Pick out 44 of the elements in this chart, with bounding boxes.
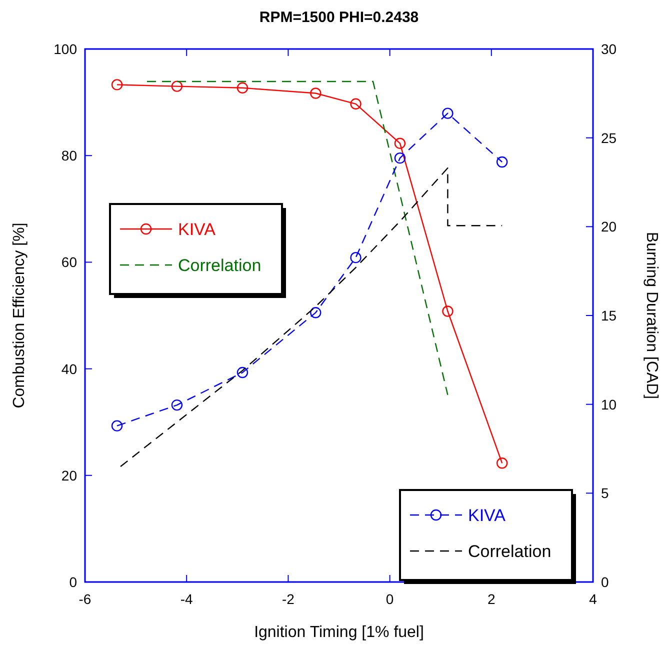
x-tick-label: 2 <box>488 591 496 607</box>
y2-tick-label: 15 <box>601 308 617 324</box>
point <box>310 307 322 318</box>
y-axis-title: Combustion Efficiency [%] <box>11 222 28 408</box>
point <box>236 82 248 94</box>
y-tick-label: 0 <box>69 574 78 590</box>
point <box>442 306 454 317</box>
point <box>310 88 322 99</box>
point <box>171 80 183 92</box>
y2-tick-label: 0 <box>601 574 609 590</box>
x-tick-label: -2 <box>282 591 295 607</box>
y2-tick-label: 10 <box>601 396 617 412</box>
point <box>350 98 362 110</box>
y2-tick-label: 30 <box>601 41 617 57</box>
y2-axis-title: Burning Duration [CAD] <box>643 232 660 400</box>
x-tick-label: 0 <box>386 591 394 607</box>
y-tick-label: 100 <box>54 41 78 57</box>
point <box>171 399 183 411</box>
y-tick-label: 80 <box>61 148 78 164</box>
point <box>350 252 362 264</box>
point <box>442 108 454 119</box>
point <box>111 79 123 90</box>
y2-tick-label: 5 <box>601 485 609 502</box>
point <box>496 156 508 168</box>
legend-label: Correlation <box>468 542 552 561</box>
point <box>394 152 406 164</box>
y-tick-label: 40 <box>61 360 78 377</box>
line-series <box>120 167 503 468</box>
point <box>496 458 508 469</box>
x-tick-label: -4 <box>180 591 194 607</box>
y2-tick-label: 20 <box>601 218 617 235</box>
y2-tick-label: 25 <box>601 130 617 146</box>
legend-label: KIVA <box>178 220 216 239</box>
x-axis-title: Ignition Timing [1% fuel] <box>254 624 424 641</box>
y-tick-label: 60 <box>61 254 78 270</box>
point <box>111 420 123 432</box>
y-tick-label: 20 <box>61 467 78 484</box>
chart-title: RPM=1500 PHI=0.2438 <box>259 9 419 26</box>
x-tick-label: -6 <box>78 591 92 607</box>
point <box>236 366 248 378</box>
point <box>394 138 406 149</box>
legend-label: KIVA <box>468 506 506 525</box>
legend-label: Correlation <box>178 256 262 275</box>
x-tick-label: 4 <box>589 591 598 607</box>
